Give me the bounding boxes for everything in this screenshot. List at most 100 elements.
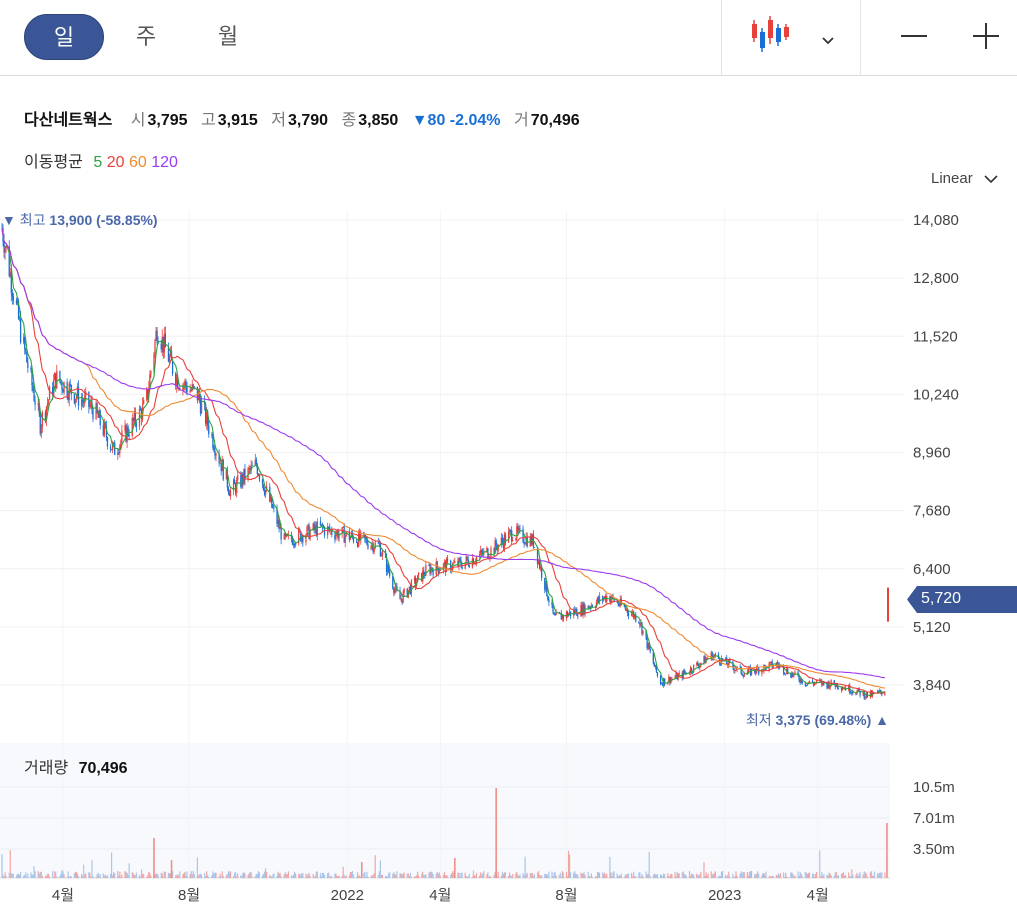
volume-bar (110, 852, 113, 878)
volume-bar (570, 872, 572, 878)
volume-bar (663, 873, 665, 878)
volume-bar (623, 876, 625, 878)
volume-bar (212, 871, 214, 878)
volume-bar (726, 876, 728, 878)
candle-body (59, 370, 61, 382)
candle-body (475, 556, 478, 563)
candle-body (225, 469, 227, 480)
candle-body (33, 391, 35, 401)
volume-bar (667, 873, 669, 878)
candle-body (548, 600, 550, 603)
candle-body (32, 385, 34, 392)
tab-weekly[interactable]: 주 (135, 24, 157, 49)
volume-bar (207, 874, 209, 878)
volume-bar (31, 874, 33, 878)
candle-body (530, 535, 532, 545)
toolbar: 일 주 월 (0, 0, 1017, 76)
candle-body (190, 390, 192, 392)
volume-bar (270, 875, 272, 878)
candle-body (379, 544, 382, 557)
volume-bar (400, 873, 402, 878)
volume-bar (41, 875, 43, 878)
candle-body (791, 672, 793, 678)
x-tick-label: 4월 (429, 887, 451, 904)
volume-bar (594, 876, 597, 878)
volume-bar (436, 871, 438, 878)
volume-bar (179, 871, 181, 878)
tab-daily[interactable]: 일 (24, 14, 104, 60)
volume-bar (869, 872, 872, 878)
volume-bar (59, 876, 61, 878)
candle-body (648, 642, 650, 650)
volume-bar (652, 875, 654, 878)
candle-body (438, 570, 440, 574)
candle-body (17, 300, 20, 319)
candle-body (851, 691, 853, 694)
volume-bar (167, 872, 170, 878)
volume-bar (558, 875, 560, 878)
volume-bar (221, 871, 223, 878)
volume-bar (34, 871, 36, 878)
candle-body (466, 556, 468, 560)
candle-body (121, 430, 123, 441)
candle-body (133, 411, 135, 421)
volume-bar (74, 872, 77, 878)
volume-bar (843, 875, 846, 878)
volume-bar (537, 871, 540, 878)
tab-monthly[interactable]: 월 (217, 24, 239, 49)
volume-bar (430, 871, 432, 878)
volume-bar (613, 871, 615, 878)
volume-bar (576, 874, 578, 878)
candle-body (630, 614, 633, 616)
volume-bar (710, 871, 712, 878)
candle-body (12, 296, 15, 301)
volume-bar (40, 871, 42, 878)
candle-body (294, 543, 297, 546)
volume-bar (553, 872, 555, 878)
candle-body (309, 530, 311, 539)
volume-bar (164, 871, 166, 878)
candle-body (44, 412, 47, 420)
volume-bar (842, 872, 845, 878)
candle-body (435, 561, 437, 576)
candle-body (671, 678, 673, 680)
scale-dropdown[interactable]: Linear (931, 170, 999, 187)
volume-bar (705, 872, 707, 878)
volume-bar (612, 872, 614, 878)
volume-bar (632, 876, 634, 878)
candle-body (381, 551, 384, 556)
candle-body (829, 686, 831, 689)
volume-bar (162, 876, 164, 878)
candle-body (254, 459, 256, 466)
candle-body (639, 622, 641, 626)
candle-body (507, 531, 510, 543)
volume-bar (662, 876, 664, 878)
volume-bar (312, 874, 314, 878)
volume-bar (445, 875, 448, 878)
candle-body (250, 464, 252, 470)
zoom-in-button[interactable] (964, 16, 1008, 60)
volume-bar (654, 874, 656, 878)
volume-bar (8, 872, 10, 878)
chart-type-dropdown[interactable] (740, 10, 850, 66)
volume-bar (256, 873, 258, 878)
close-value: 3,850 (358, 112, 399, 129)
volume-bar (857, 876, 859, 878)
volume-bar (617, 876, 619, 878)
candle-body (764, 664, 766, 666)
candle-body (706, 658, 708, 660)
volume-bar (845, 875, 847, 878)
volume-bar (697, 875, 699, 878)
candle-body (47, 399, 50, 404)
zoom-out-button[interactable] (892, 16, 936, 60)
volume-bar (720, 871, 723, 878)
volume-bar (610, 872, 612, 878)
volume-bar (257, 871, 259, 878)
candle-body (262, 484, 265, 491)
candle-body (200, 400, 203, 414)
volume-bar (309, 876, 311, 878)
volume-bar (273, 873, 275, 878)
candle-body (755, 672, 757, 673)
volume-panel-background (0, 743, 890, 878)
